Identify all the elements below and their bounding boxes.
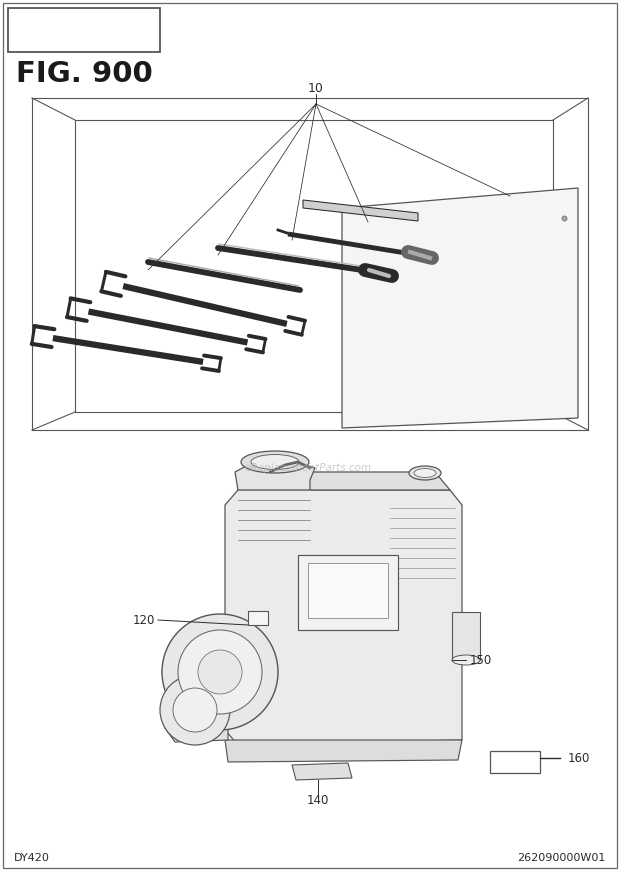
Ellipse shape — [409, 466, 441, 480]
Bar — [248, 611, 268, 625]
Text: 262090000W01: 262090000W01 — [518, 853, 606, 863]
Bar — [8, 8, 160, 52]
Text: eReplacementParts.com: eReplacementParts.com — [244, 463, 371, 473]
Polygon shape — [235, 462, 315, 490]
Ellipse shape — [414, 469, 436, 477]
Bar — [308, 563, 388, 618]
Text: DY420: DY420 — [14, 853, 50, 863]
Polygon shape — [165, 670, 228, 742]
Circle shape — [178, 630, 262, 714]
Text: 160: 160 — [568, 752, 590, 765]
Polygon shape — [225, 740, 462, 762]
Bar — [452, 612, 480, 660]
Text: 10: 10 — [308, 83, 324, 96]
Polygon shape — [238, 472, 450, 490]
Polygon shape — [303, 200, 418, 221]
Circle shape — [162, 614, 278, 730]
Text: 140: 140 — [307, 793, 329, 807]
Circle shape — [160, 675, 230, 745]
Polygon shape — [342, 188, 578, 428]
Circle shape — [198, 650, 242, 694]
Circle shape — [173, 688, 217, 732]
Bar — [490, 751, 540, 773]
Text: 150: 150 — [470, 653, 492, 666]
Text: 120: 120 — [133, 613, 155, 626]
Polygon shape — [225, 490, 462, 745]
Ellipse shape — [452, 655, 480, 665]
Text: FIG. 900: FIG. 900 — [16, 60, 153, 88]
Ellipse shape — [241, 451, 309, 473]
Bar — [298, 555, 398, 630]
Ellipse shape — [251, 455, 299, 469]
Polygon shape — [292, 763, 352, 780]
